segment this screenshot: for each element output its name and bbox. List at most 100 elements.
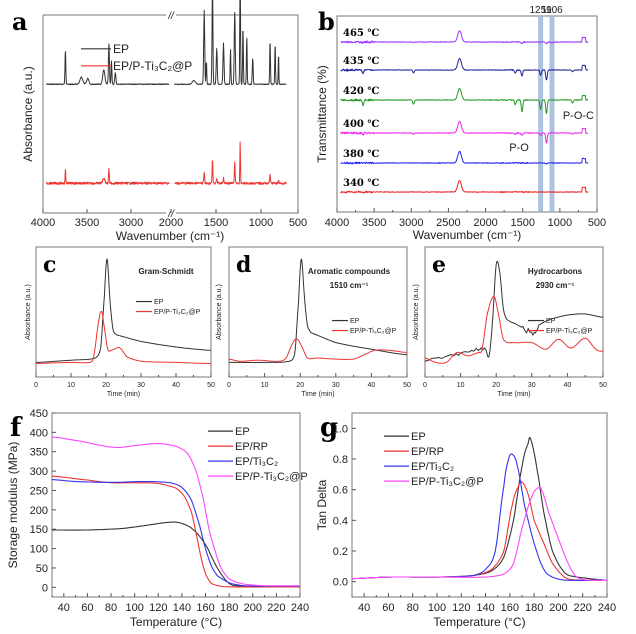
- x-tick-label: 1000: [249, 217, 273, 229]
- y-axis-label: Absorbance (a.u.): [21, 66, 35, 161]
- y-tick-label: 1.0: [333, 423, 348, 435]
- panel-label: e: [432, 252, 446, 278]
- x-tick-label: 0: [423, 382, 427, 389]
- y-tick-label: 300: [30, 466, 48, 478]
- x-tick-label: 200: [549, 602, 567, 614]
- series-line: [228, 338, 408, 362]
- x-tick-label: 180: [525, 602, 543, 614]
- x-tick-label: 160: [501, 602, 519, 614]
- series-line: [340, 150, 589, 165]
- y-axis-label: Transmittance (%): [315, 65, 329, 163]
- x-axis-label: Time (min): [301, 391, 334, 398]
- x-tick-label: 100: [428, 602, 446, 614]
- series-line-ep-p-ti3c2-p: [174, 141, 287, 185]
- x-tick-label: 1500: [510, 217, 534, 229]
- x-tick-label: 220: [267, 602, 285, 614]
- x-tick-label: 240: [291, 602, 309, 614]
- y-tick-label: 450: [30, 408, 48, 420]
- x-tick-label: 60: [382, 602, 394, 614]
- y-axis-label: Absorbance (a.u.): [216, 284, 223, 340]
- x-tick-label: 4000: [31, 217, 55, 229]
- x-tick-label: 2000: [159, 217, 183, 229]
- x-tick-label: 3000: [119, 217, 143, 229]
- x-tick-label: 60: [81, 602, 93, 614]
- series-line: [340, 58, 589, 81]
- x-tick-label: 80: [105, 602, 117, 614]
- x-axis-label: Wavenumber (cm⁻¹): [116, 229, 225, 243]
- y-tick-label: 250: [30, 485, 48, 497]
- panel-c: c 0 10 20 30 40 50 Time (min) Absorbance (a.u.) G…: [25, 246, 215, 398]
- y-axis-label: Absorbance (a.u.): [25, 284, 32, 340]
- annotation-p-o: P-O: [509, 142, 529, 154]
- panel-label: f: [10, 413, 23, 443]
- highlight-band: [538, 16, 544, 212]
- panel-subtitle: 1510 cm⁻¹: [330, 281, 369, 290]
- temperature-label: 465 ℃: [343, 28, 379, 39]
- series-line: [35, 258, 212, 363]
- x-tick-label: 30: [137, 382, 145, 389]
- y-axis-label: Tan Delta: [315, 479, 329, 530]
- x-tick-label: 0: [227, 382, 231, 389]
- x-tick-label: 100: [125, 602, 143, 614]
- panel-subtitle: 2930 cm⁻¹: [536, 281, 575, 290]
- legend-label: EP/Ti₃C₂: [235, 456, 278, 468]
- x-tick-label: 80: [407, 602, 419, 614]
- axes-frame: [351, 412, 608, 598]
- legend-label: EP/P-Ti₃C₂@P: [546, 328, 593, 335]
- series-line: [351, 486, 607, 581]
- x-tick-label: 3500: [75, 217, 99, 229]
- x-tick-label: 500: [588, 217, 606, 229]
- temperature-label: 400 ℃: [343, 119, 379, 130]
- panel-title: Aromatic compounds: [308, 267, 391, 276]
- x-tick-label: 160: [196, 602, 214, 614]
- panel-d: d 0 10 20 30 40 50 Time (min) Absorbance (a.u.) A…: [216, 246, 411, 398]
- legend-label: EP: [113, 42, 129, 56]
- x-axis-label: Temperature (°C): [433, 615, 525, 629]
- y-tick-label: 0.0: [333, 577, 348, 589]
- x-tick-label: 180: [220, 602, 238, 614]
- temperature-label: 340 ℃: [343, 178, 379, 189]
- x-tick-label: 40: [58, 602, 70, 614]
- series-line: [340, 180, 589, 194]
- x-tick-label: 2000: [473, 217, 497, 229]
- y-tick-label: 0: [42, 582, 48, 594]
- series-line: [424, 295, 604, 364]
- panel-title: Hydrocarbons: [528, 267, 583, 276]
- y-tick-label: 350: [30, 447, 48, 459]
- x-tick-label: 50: [207, 382, 215, 389]
- legend-label: EP: [235, 426, 250, 438]
- x-axis-label: Time (min): [107, 391, 140, 398]
- legend-label: EP: [350, 318, 360, 325]
- series-line: [351, 453, 607, 581]
- series-line: [51, 475, 300, 588]
- x-tick-label: 20: [296, 382, 304, 389]
- highlight-band: [549, 16, 555, 212]
- x-tick-label: 40: [368, 382, 376, 389]
- panel-g: g 40 60 80 100 120 140 160 180 200 220 240 0.0 0.2 0.4…: [315, 412, 616, 629]
- x-tick-label: 1500: [204, 217, 228, 229]
- y-tick-label: 0.4: [333, 515, 348, 527]
- x-tick-label: 0: [34, 382, 38, 389]
- x-tick-label: 120: [452, 602, 470, 614]
- axis-break-top: //: [167, 11, 175, 22]
- x-tick-label: 40: [172, 382, 180, 389]
- x-tick-label: 20: [492, 382, 500, 389]
- legend-label: EP/RP: [411, 446, 444, 458]
- panel-f: f 40 60 80 100 120 140 160 180 200 220 240 0 50 100 150…: [6, 408, 309, 629]
- y-tick-label: 150: [30, 524, 48, 536]
- x-tick-label: 1000: [548, 217, 572, 229]
- series-line: [340, 30, 589, 45]
- series-line: [340, 88, 589, 114]
- series-line-ep: [174, 0, 287, 86]
- panel-label: d: [236, 252, 251, 278]
- temperature-label: 420 ℃: [343, 86, 379, 97]
- series-line-ep: [46, 43, 170, 86]
- legend-label: EP/P-Ti₃C₂@P: [154, 309, 201, 316]
- x-tick-label: 3000: [399, 217, 423, 229]
- x-tick-label: 4000: [325, 217, 349, 229]
- y-tick-label: 200: [30, 505, 48, 517]
- x-tick-label: 240: [598, 602, 616, 614]
- x-tick-label: 50: [403, 382, 411, 389]
- axis-break-bottom: //: [167, 209, 175, 220]
